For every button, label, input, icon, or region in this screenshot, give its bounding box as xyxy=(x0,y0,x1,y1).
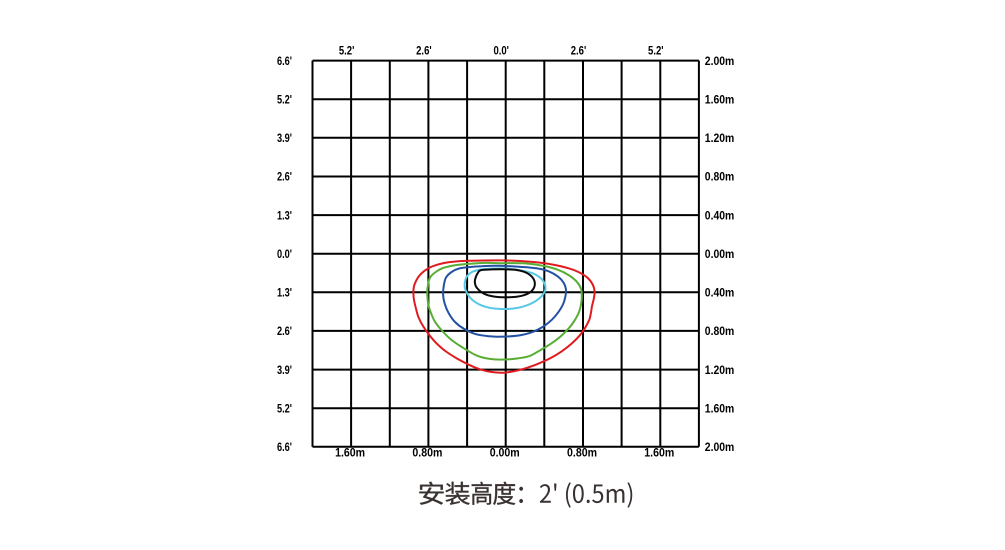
svg-text:1.20m: 1.20m xyxy=(705,131,735,145)
svg-text:1.20m: 1.20m xyxy=(705,363,735,377)
svg-text:2.00m: 2.00m xyxy=(705,54,735,68)
svg-text:1.60m: 1.60m xyxy=(705,401,735,415)
svg-text:0.40m: 0.40m xyxy=(705,208,735,222)
svg-text:1.3': 1.3' xyxy=(277,208,292,222)
svg-text:2.00m: 2.00m xyxy=(705,440,735,454)
svg-text:6.6': 6.6' xyxy=(277,440,292,454)
svg-text:5.2': 5.2' xyxy=(277,92,292,106)
svg-text:6.6': 6.6' xyxy=(277,54,292,68)
svg-text:5.2': 5.2' xyxy=(277,401,292,415)
svg-text:1.3': 1.3' xyxy=(277,286,292,300)
svg-text:5.2': 5.2' xyxy=(648,43,664,57)
svg-text:0.0': 0.0' xyxy=(277,247,292,261)
svg-text:1.60m: 1.60m xyxy=(335,445,365,459)
svg-text:1.60m: 1.60m xyxy=(644,445,674,459)
svg-text:0.00m: 0.00m xyxy=(705,247,735,261)
svg-text:0.80m: 0.80m xyxy=(412,445,442,459)
svg-text:2.6': 2.6' xyxy=(571,43,587,57)
svg-text:1.60m: 1.60m xyxy=(705,92,735,106)
svg-text:0.80m: 0.80m xyxy=(705,170,735,184)
svg-text:2.6': 2.6' xyxy=(277,324,292,338)
svg-text:0.00m: 0.00m xyxy=(490,445,520,459)
svg-text:0.80m: 0.80m xyxy=(567,445,597,459)
svg-text:2.6': 2.6' xyxy=(416,43,432,57)
svg-text:0.40m: 0.40m xyxy=(705,286,735,300)
svg-text:5.2': 5.2' xyxy=(339,43,355,57)
svg-text:3.9': 3.9' xyxy=(277,131,292,145)
svg-text:0.0': 0.0' xyxy=(493,43,509,57)
svg-text:3.9': 3.9' xyxy=(277,363,292,377)
svg-text:2.6': 2.6' xyxy=(277,170,292,184)
svg-text:0.80m: 0.80m xyxy=(705,324,735,338)
